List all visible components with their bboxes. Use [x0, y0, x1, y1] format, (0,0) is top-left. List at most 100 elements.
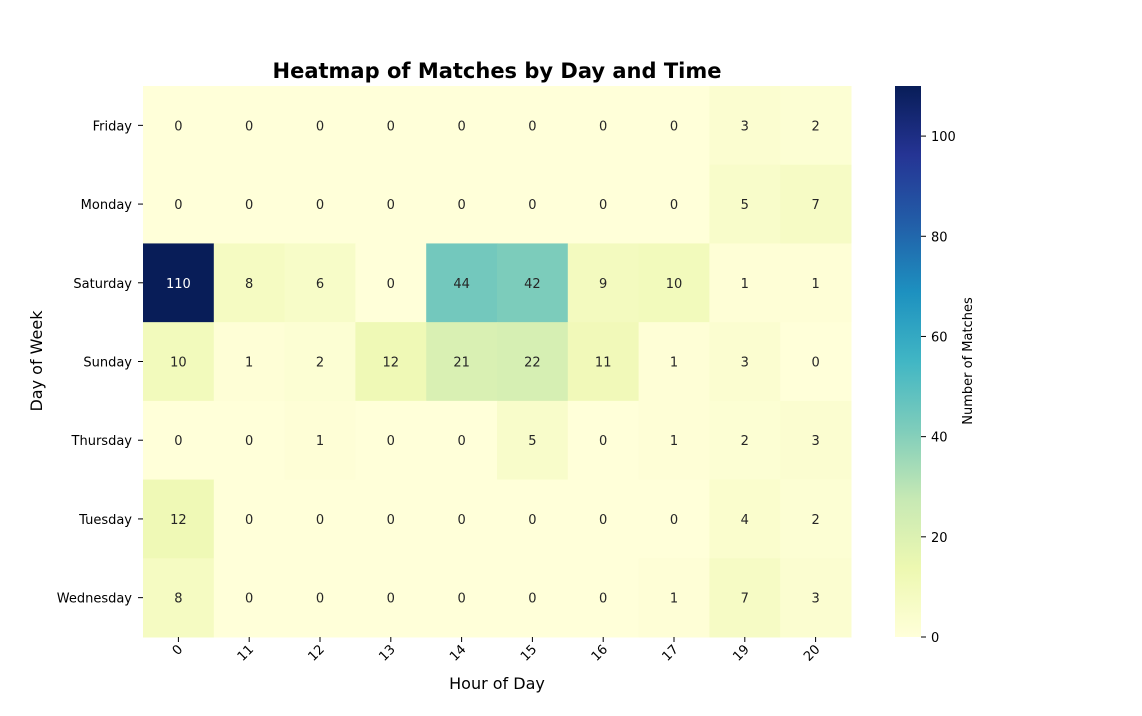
colorbar-tick-label: 0: [931, 631, 939, 646]
heatmap-cell: [143, 400, 215, 481]
cell-value-label: 0: [174, 119, 182, 134]
heatmap-cells: [143, 86, 852, 638]
x-tick-label: 11: [235, 642, 257, 664]
heatmap-cell: [355, 558, 427, 638]
cell-value-label: 0: [387, 277, 395, 292]
heatmap-cell: [780, 164, 852, 244]
heatmap-cell: [143, 243, 215, 323]
cell-value-label: 0: [245, 119, 253, 134]
heatmap-cell: [497, 322, 569, 402]
cell-value-label: 0: [316, 198, 324, 213]
cell-value-label: 0: [174, 434, 182, 449]
cell-value-label: 0: [316, 592, 324, 607]
colorbar-tick-label: 20: [931, 531, 948, 546]
colorbar-tick-label: 80: [931, 230, 948, 245]
cell-value-label: 0: [316, 119, 324, 134]
cell-value-label: 0: [599, 198, 607, 213]
heatmap-cell: [213, 322, 286, 402]
x-tick-label: 16: [589, 642, 611, 664]
y-tick-label: Sunday: [83, 356, 132, 371]
heatmap-cell: [426, 322, 498, 402]
cell-value-label: 0: [528, 592, 536, 607]
cell-value-label: 0: [599, 434, 607, 449]
cell-value-label: 2: [316, 356, 324, 371]
heatmap-cell: [355, 243, 427, 323]
cell-value-label: 10: [666, 277, 683, 292]
cell-value-label: 7: [741, 592, 749, 607]
heatmap-cell: [284, 86, 356, 166]
heatmap-cell: [709, 164, 781, 244]
cell-value-label: 0: [387, 592, 395, 607]
cell-value-label: 0: [245, 434, 253, 449]
heatmap-cell: [567, 86, 640, 166]
cell-value-label: 8: [174, 592, 182, 607]
heatmap-cell: [143, 164, 215, 244]
cell-value-label: 12: [383, 356, 400, 371]
heatmap-cell: [284, 243, 356, 323]
heatmap-cell: [780, 479, 852, 559]
cell-value-label: 10: [170, 356, 187, 371]
chart-title: Heatmap of Matches by Day and Time: [273, 59, 722, 83]
cell-value-label: 0: [457, 592, 465, 607]
cell-value-label: 42: [524, 277, 541, 292]
colorbar-tick-label: 100: [931, 130, 956, 145]
colorbar-ticks: 0 20 40 60 80 100: [921, 130, 956, 646]
heatmap-cell: [638, 400, 710, 481]
x-tick-label: 14: [447, 642, 469, 664]
heatmap-cell: [567, 400, 640, 481]
heatmap-cell: [426, 164, 498, 244]
y-tick-label: Tuesday: [78, 513, 132, 528]
heatmap-cell: [355, 479, 427, 559]
heatmap-cell: [497, 479, 569, 559]
cell-value-label: 2: [811, 513, 819, 528]
heatmap-cell: [284, 558, 356, 638]
heatmap-cell: [709, 86, 781, 166]
heatmap-cell: [355, 86, 427, 166]
heatmap-cell: [497, 243, 569, 323]
heatmap-cell: [709, 322, 781, 402]
y-tick-label: Wednesday: [57, 592, 133, 607]
heatmap-cell: [638, 243, 710, 323]
heatmap-cell: [780, 558, 852, 638]
colorbar: [895, 86, 921, 637]
cell-value-label: 3: [811, 434, 819, 449]
y-tick-label: Monday: [81, 198, 133, 213]
heatmap-cell: [567, 322, 640, 402]
heatmap-cell: [780, 243, 852, 323]
heatmap-cell: [780, 86, 852, 166]
heatmap-cell: [355, 322, 427, 402]
heatmap-cell: [497, 86, 569, 166]
cell-value-label: 2: [741, 434, 749, 449]
heatmap-cell: [143, 86, 215, 166]
cell-value-label: 0: [245, 198, 253, 213]
cell-value-label: 1: [811, 277, 819, 292]
cell-value-label: 1: [316, 434, 324, 449]
cell-value-label: 0: [387, 198, 395, 213]
cell-value-label: 0: [599, 513, 607, 528]
cell-value-label: 0: [528, 119, 536, 134]
colorbar-tick-label: 40: [931, 431, 948, 446]
heatmap-cell: [284, 164, 356, 244]
heatmap-cell: [213, 164, 286, 244]
cell-value-label: 0: [670, 198, 678, 213]
heatmap-cell: [284, 400, 356, 481]
cell-value-label: 3: [741, 119, 749, 134]
heatmap-cell: [213, 400, 286, 481]
cell-value-label: 12: [170, 513, 187, 528]
cell-value-label: 0: [670, 513, 678, 528]
x-tick-label: 0: [170, 642, 186, 658]
cell-value-label: 0: [599, 119, 607, 134]
heatmap-cell: [143, 479, 215, 559]
heatmap-cell: [355, 164, 427, 244]
cell-value-label: 0: [670, 119, 678, 134]
cell-value-label: 0: [387, 513, 395, 528]
heatmap-cell: [709, 558, 781, 638]
heatmap-cell: [497, 558, 569, 638]
cell-value-label: 1: [741, 277, 749, 292]
heatmap-cell: [709, 243, 781, 323]
heatmap-cell: [426, 479, 498, 559]
y-axis-label: Day of Week: [27, 310, 46, 412]
cell-value-label: 9: [599, 277, 607, 292]
